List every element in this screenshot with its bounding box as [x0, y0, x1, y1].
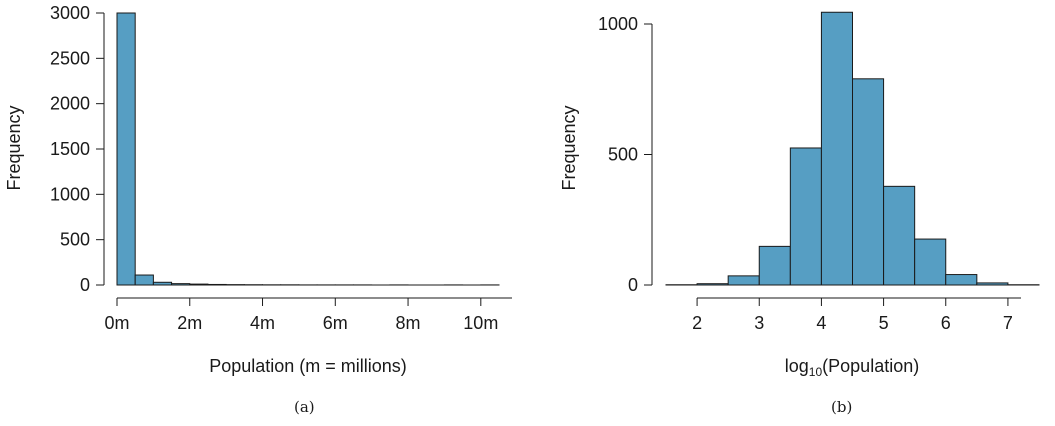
histogram-bar-b — [914, 238, 947, 286]
histogram-population: 0m 2m 4m 6m 8m 10m 0 500 1000 1500 2000 2500 3000 P… — [4, 3, 512, 376]
x-tick-label-b: 7 — [1003, 313, 1013, 333]
x-tick-label-a: 4m — [250, 313, 275, 333]
y-tick-label-a: 0 — [80, 275, 90, 295]
x-tick-label-a: 6m — [323, 313, 348, 333]
bars-b — [665, 11, 1040, 286]
x-axis-title-b-sub: 10 — [809, 365, 823, 379]
bars-a — [116, 12, 500, 286]
x-tick-label-b: 2 — [692, 313, 702, 333]
y-tick-label-a: 500 — [60, 230, 90, 250]
histogram-bar-a — [134, 274, 154, 286]
x-tick-label-b: 3 — [754, 313, 764, 333]
x-tick-label-a: 10m — [463, 313, 498, 333]
x-tick-label-b: 5 — [879, 313, 889, 333]
histogram-bar-b — [789, 147, 822, 286]
x-tick-label-a: 2m — [177, 313, 202, 333]
y-tick-label-a: 3000 — [50, 3, 90, 23]
histogram-bar-b — [820, 11, 854, 286]
x-axis-title-b-pre: log — [785, 356, 809, 376]
y-tick-label-b: 0 — [628, 275, 638, 295]
x-axis-a: 0m 2m 4m 6m 8m 10m — [104, 297, 512, 333]
y-axis-b: 0 500 1000 — [598, 14, 653, 295]
x-axis-title-b-post: (Population) — [822, 356, 919, 376]
x-tick-label-a: 8m — [396, 313, 421, 333]
x-axis-b: 2 3 4 5 6 7 — [692, 297, 1021, 333]
x-axis-title-a: Population (m = millions) — [209, 356, 407, 376]
y-tick-label-a: 1000 — [50, 184, 90, 204]
histogram-bar-a — [116, 12, 136, 286]
histogram-bar-b — [727, 275, 760, 286]
x-tick-label-b: 4 — [816, 313, 826, 333]
y-tick-label-a: 2000 — [50, 94, 90, 114]
y-tick-label-b: 1000 — [598, 14, 638, 34]
histogram-bar-b — [758, 245, 791, 286]
y-tick-label-a: 2500 — [50, 48, 90, 68]
caption-a: (a) — [294, 398, 315, 416]
y-axis-title-a: Frequency — [4, 105, 24, 190]
x-axis-title-b: log10(Population) — [785, 356, 919, 379]
x-tick-label-a: 0m — [104, 313, 129, 333]
y-tick-label-b: 500 — [608, 145, 638, 165]
histogram-log-population: 2 3 4 5 6 7 0 500 1000 log10(Population) Freque… — [559, 11, 1040, 379]
histogram-bar-b — [945, 274, 978, 286]
histogram-bar-b — [883, 185, 916, 286]
y-tick-label-a: 1500 — [50, 139, 90, 159]
y-axis-title-b: Frequency — [559, 105, 579, 190]
histogram-bar-b — [852, 78, 885, 286]
caption-b: (b) — [831, 398, 853, 416]
x-tick-label-b: 6 — [941, 313, 951, 333]
y-axis-a: 0 500 1000 1500 2000 2500 3000 — [50, 3, 105, 295]
